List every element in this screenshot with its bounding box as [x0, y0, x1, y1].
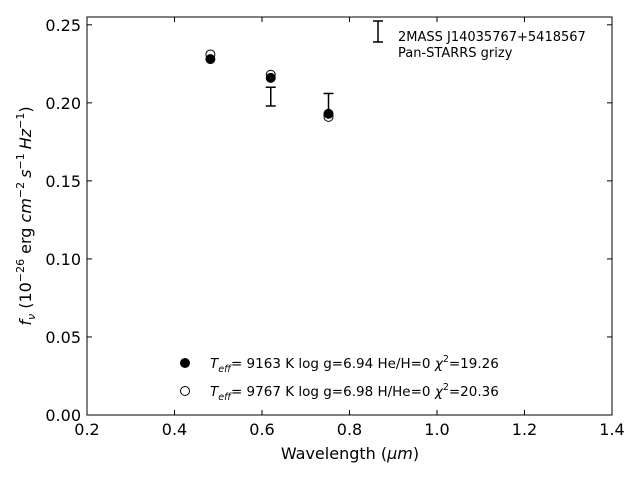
ylabel-nu: ν — [25, 314, 38, 320]
legend-marker-filled — [180, 358, 190, 368]
ylabel-erg: erg — [16, 222, 35, 258]
model-point-filled — [323, 108, 334, 119]
legend-entry-1: Teff= 9163 K log g=6.94 He/H=0 χ2=19.26 — [210, 354, 499, 375]
ylabel-exp1a: −1 — [14, 153, 27, 169]
ylabel-f: f — [16, 318, 35, 326]
x-tick-label: 1.4 — [599, 420, 624, 439]
annotation-key: 2MASS J14035767+5418567 Pan-STARRS grizy — [373, 20, 586, 61]
y-axis-label: fν (10−26 erg cm−2s−1Hz−1) — [14, 106, 38, 325]
model-point-filled — [205, 54, 216, 65]
ylabel-hz: Hz — [16, 128, 35, 149]
observed-errorbar — [265, 86, 276, 107]
x-axis-label: Wavelength (μm) — [281, 444, 419, 463]
x-tick-label: 1.2 — [512, 420, 537, 439]
ylabel-exp26: −26 — [14, 259, 27, 282]
y-tick-label: 0.00 — [45, 406, 81, 425]
ylabel-s: s — [16, 170, 35, 178]
x-tick-label: 0.8 — [337, 420, 362, 439]
y-tick-label: 0.10 — [45, 250, 81, 269]
x-tick-label: 0.4 — [162, 420, 187, 439]
ylabel-cm: cm — [16, 198, 35, 222]
legend-2-T: T — [210, 384, 220, 400]
ylabel-close: ) — [16, 106, 35, 112]
model-point-filled — [265, 72, 276, 83]
y-axis-ticks: 0.00 0.05 0.10 0.15 0.20 0.25 — [45, 16, 612, 425]
x-tick-label: 1.0 — [424, 420, 449, 439]
y-tick-label: 0.25 — [45, 16, 81, 35]
legend-1-mid: = 9163 K log g=6.94 He/H=0 — [231, 356, 435, 372]
legend: Teff= 9163 K log g=6.94 He/H=0 χ2=19.26 … — [180, 354, 499, 403]
ylabel-open: (10 — [16, 282, 35, 314]
observed-fluxes — [265, 86, 334, 117]
x-tick-label: 0.6 — [249, 420, 274, 439]
legend-2-mid: = 9767 K log g=6.98 H/He=0 — [231, 384, 435, 400]
legend-1-two: 2 — [443, 354, 449, 365]
xlabel-close: ) — [413, 444, 419, 463]
legend-2-chi: χ — [434, 384, 444, 400]
model-fluxes — [205, 49, 334, 122]
ylabel-exp1b: −1 — [14, 113, 27, 129]
legend-1-chi: χ — [434, 356, 444, 372]
legend-2-chival: =20.36 — [449, 384, 499, 400]
ylabel-exp2: −2 — [14, 182, 27, 198]
y-tick-label: 0.15 — [45, 172, 81, 191]
legend-1-eff: eff — [218, 364, 232, 375]
legend-2-eff: eff — [218, 392, 232, 403]
legend-marker-open — [180, 386, 190, 396]
legend-1-T: T — [210, 356, 220, 372]
x-axis-ticks: 0.2 0.4 0.6 0.8 1.0 1.2 1.4 — [74, 17, 625, 439]
y-tick-label: 0.05 — [45, 328, 81, 347]
xlabel-text: Wavelength ( — [281, 444, 387, 463]
xlabel-unit: μm — [386, 444, 413, 463]
annotation-line-1: 2MASS J14035767+5418567 — [398, 30, 586, 45]
annotation-line-2: Pan-STARRS grizy — [398, 46, 513, 61]
legend-2-two: 2 — [443, 382, 449, 393]
x-tick-label: 0.2 — [74, 420, 99, 439]
legend-1-chival: =19.26 — [449, 356, 499, 372]
y-tick-label: 0.20 — [45, 94, 81, 113]
legend-entry-2: Teff= 9767 K log g=6.98 H/He=0 χ2=20.36 — [210, 382, 499, 403]
